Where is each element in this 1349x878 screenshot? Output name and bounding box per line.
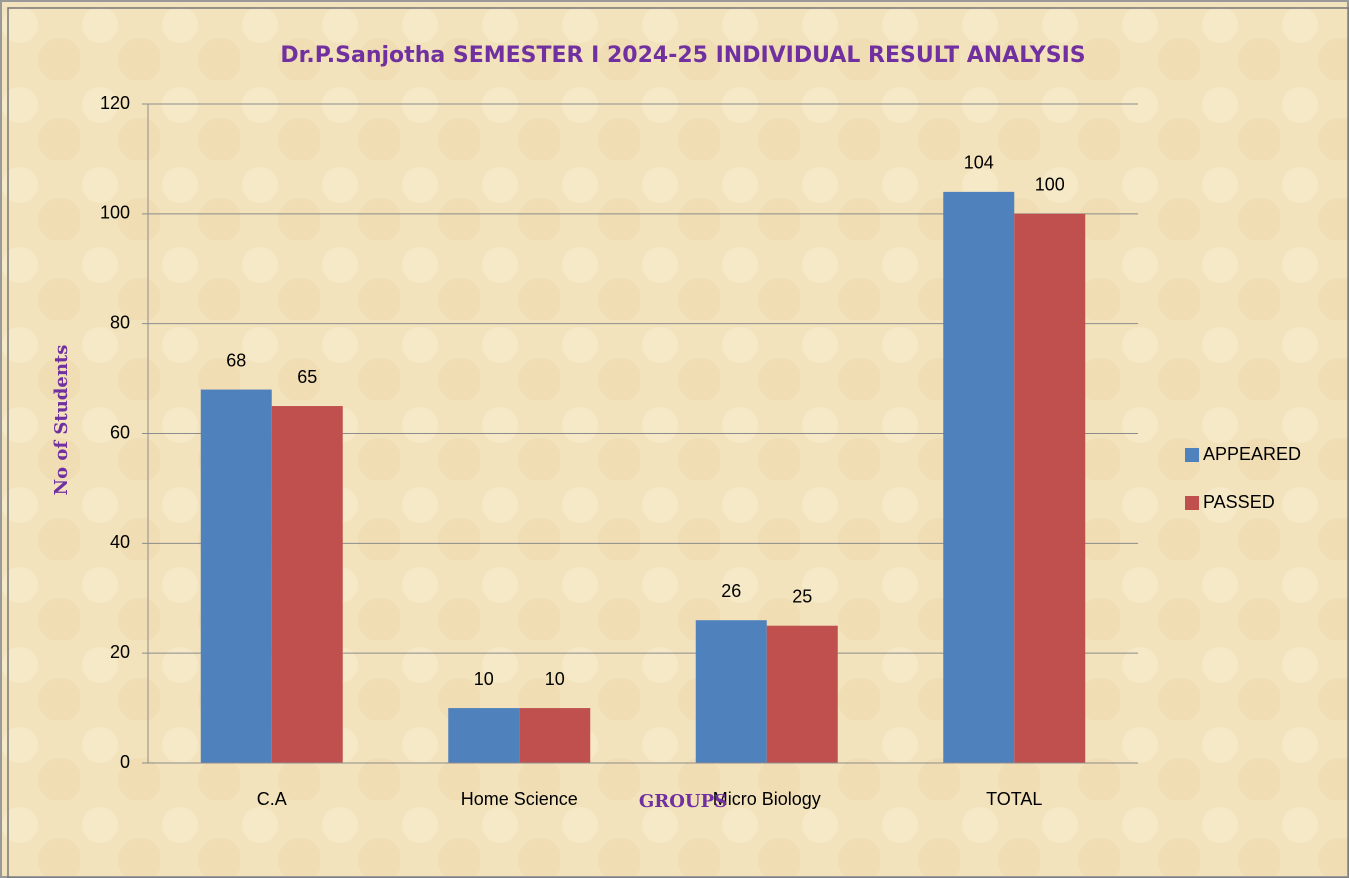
legend-swatch: [1185, 448, 1199, 462]
y-tick-label: 0: [120, 752, 130, 772]
chart-title: Dr.P.Sanjotha SEMESTER I 2024-25 INDIVID…: [280, 43, 1085, 68]
bar: [519, 708, 591, 763]
y-tick-label: 40: [110, 532, 130, 552]
x-tick-label: TOTAL: [986, 789, 1042, 809]
data-label: 65: [297, 367, 317, 387]
data-label: 100: [1035, 175, 1065, 195]
x-axis-title: GROUPS: [639, 791, 727, 812]
frame: [7, 7, 1349, 878]
x-tick-label: Home Science: [461, 789, 578, 809]
y-axis-title: No of Students: [51, 345, 72, 496]
y-tick-label: 100: [100, 203, 130, 223]
y-tick-label: 80: [110, 312, 130, 332]
x-tick-label: C.A: [257, 789, 287, 809]
legend-label: PASSED: [1203, 492, 1275, 512]
bar: [943, 191, 1015, 763]
bar: [695, 620, 767, 763]
bar: [271, 406, 343, 763]
data-label: 26: [721, 581, 741, 601]
bar: [200, 389, 272, 763]
legend-label: APPEARED: [1203, 444, 1301, 464]
data-label: 10: [474, 669, 494, 689]
data-label: 10: [545, 669, 565, 689]
data-label: 25: [792, 586, 812, 606]
x-tick-label: Micro Biology: [713, 789, 821, 809]
bar: [1014, 213, 1086, 764]
legend-swatch: [1185, 496, 1199, 510]
data-label: 104: [964, 153, 994, 173]
y-tick-label: 120: [100, 93, 130, 113]
bar: [766, 625, 838, 763]
bar: [448, 708, 520, 763]
y-tick-label: 60: [110, 422, 130, 442]
data-label: 68: [226, 350, 246, 370]
y-tick-label: 20: [110, 642, 130, 662]
